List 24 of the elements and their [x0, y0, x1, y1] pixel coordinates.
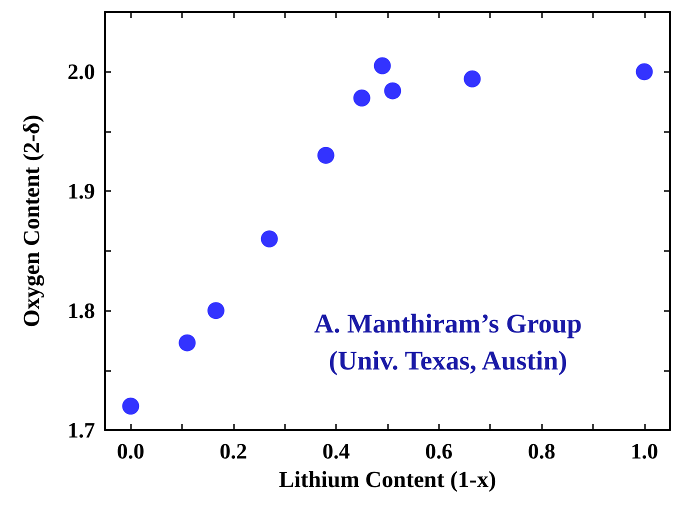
x-axis-title: Lithium Content (1-x): [278, 467, 496, 492]
point: [317, 146, 334, 164]
point: [636, 63, 653, 80]
y-tick-label: 1.7: [68, 418, 95, 442]
point: [374, 57, 391, 74]
y-tick-label: 2.0: [68, 59, 95, 84]
x-tick-label: 1.0: [630, 438, 658, 464]
point: [464, 70, 481, 88]
y-tick-label: 1.9: [68, 178, 95, 204]
y-tick-label: 1.8: [68, 298, 95, 324]
x-tick-label: 0.2: [220, 438, 248, 464]
point: [260, 230, 278, 248]
y-axis-title: Oxygen Content (2-δ): [19, 114, 45, 328]
annotation: (Univ. Texas, Austin): [328, 346, 568, 376]
x-tick-label: 0.0: [116, 438, 144, 464]
annotation: A. Manthiram’s Group: [314, 308, 582, 338]
x-tick-label: 0.4: [322, 438, 350, 464]
point: [207, 302, 224, 320]
point: [178, 334, 196, 352]
point: [384, 82, 402, 100]
x-tick-label: 0.6: [425, 438, 453, 464]
x-tick-label: 0.8: [528, 438, 556, 464]
point: [122, 398, 140, 415]
point: [353, 89, 370, 106]
